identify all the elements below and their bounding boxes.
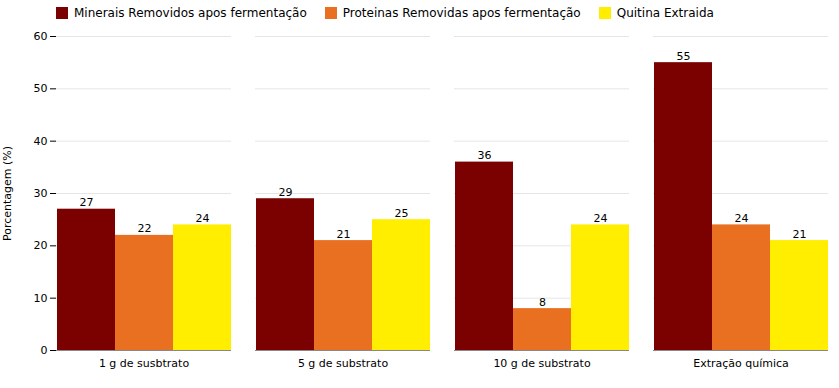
svg-text:24: 24 (735, 212, 749, 225)
svg-text:8: 8 (539, 296, 546, 309)
html-text:Quitina Extraida: Quitina Extraida (616, 6, 714, 20)
svg-text:55: 55 (677, 50, 691, 63)
svg-text:20: 20 (34, 239, 48, 252)
svg-text:27: 27 (80, 196, 94, 209)
svg-text:21: 21 (337, 228, 351, 241)
svg-text:Porcentagem (%): Porcentagem (%) (1, 146, 14, 241)
svg-text:0: 0 (41, 344, 48, 357)
svg-text:10 g de substrato: 10 g de substrato (493, 357, 591, 370)
svg-text:29: 29 (279, 186, 293, 199)
svg-text:1 g de susbtrato: 1 g de susbtrato (99, 357, 190, 370)
svg-text:25: 25 (395, 207, 409, 220)
html-text:Minerais Removidos apos fermen: Minerais Removidos apos fermentação (74, 6, 307, 20)
svg-text:21: 21 (793, 228, 807, 241)
svg-text:22: 22 (138, 222, 152, 235)
svg-text:Extração química: Extração química (693, 357, 789, 370)
svg-text:24: 24 (594, 212, 608, 225)
svg-text:5 g de substrato: 5 g de substrato (298, 357, 389, 370)
svg-text:24: 24 (196, 212, 210, 225)
svg-text:50: 50 (34, 82, 48, 95)
svg-text:10: 10 (34, 292, 48, 305)
svg-text:60: 60 (34, 30, 48, 43)
svg-text:30: 30 (34, 187, 48, 200)
svg-text:40: 40 (34, 135, 48, 148)
html-text:Proteinas Removidas apos ferme: Proteinas Removidas apos fermentação (342, 6, 581, 20)
svg-text:36: 36 (478, 149, 492, 162)
